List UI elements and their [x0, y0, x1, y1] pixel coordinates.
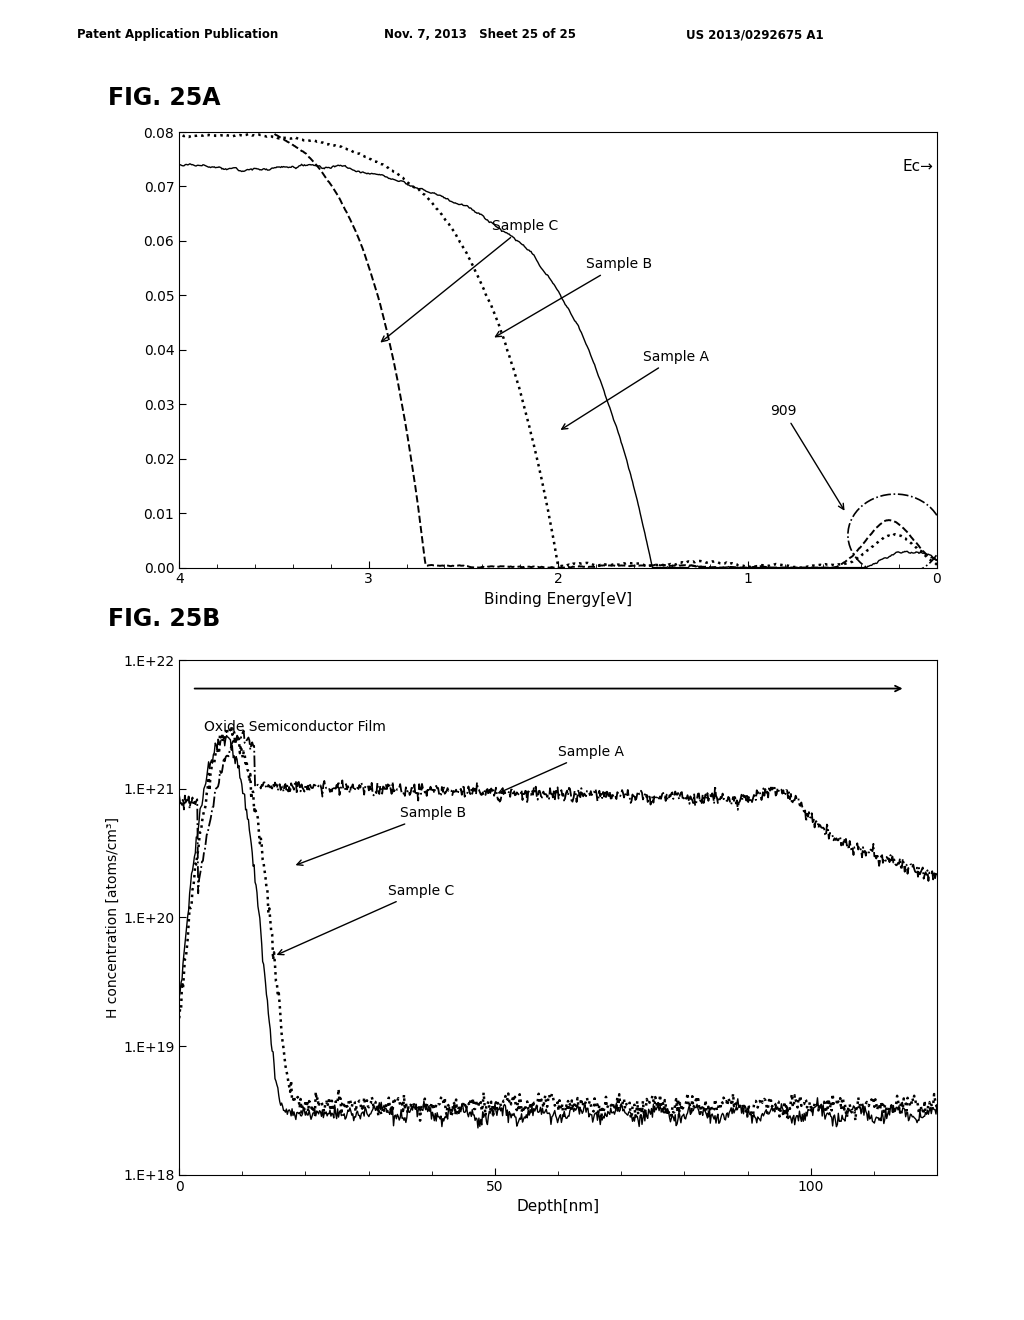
Text: Sample A: Sample A [499, 744, 624, 793]
Text: Sample A: Sample A [562, 350, 710, 429]
Text: Sample C: Sample C [382, 219, 558, 342]
Text: Patent Application Publication: Patent Application Publication [77, 28, 279, 41]
Text: Sample B: Sample B [496, 257, 652, 337]
Y-axis label: H concentration [atoms/cm³]: H concentration [atoms/cm³] [106, 817, 120, 1018]
Text: Sample C: Sample C [278, 883, 454, 954]
X-axis label: Depth[nm]: Depth[nm] [516, 1199, 600, 1214]
Text: US 2013/0292675 A1: US 2013/0292675 A1 [686, 28, 823, 41]
Text: 909: 909 [770, 404, 844, 510]
X-axis label: Binding Energy[eV]: Binding Energy[eV] [484, 591, 632, 607]
Text: Sample B: Sample B [297, 807, 466, 866]
Text: FIG. 25B: FIG. 25B [108, 607, 220, 631]
Text: Oxide Semiconductor Film: Oxide Semiconductor Film [205, 721, 386, 734]
Text: FIG. 25A: FIG. 25A [108, 86, 220, 110]
Text: Nov. 7, 2013   Sheet 25 of 25: Nov. 7, 2013 Sheet 25 of 25 [384, 28, 575, 41]
Text: Ec→: Ec→ [903, 160, 934, 174]
